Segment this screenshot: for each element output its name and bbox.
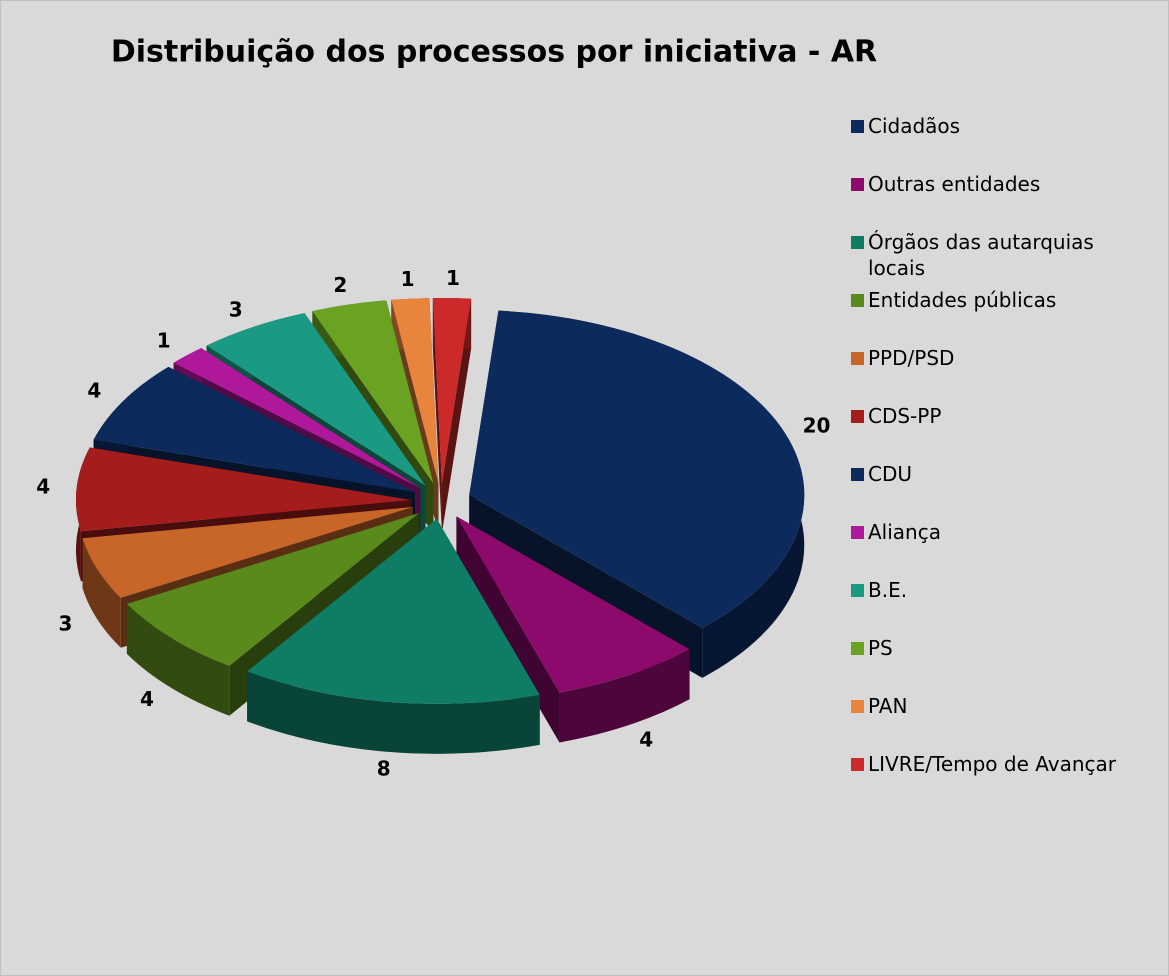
slice xyxy=(456,516,690,693)
slice xyxy=(173,348,421,489)
slice xyxy=(247,518,540,704)
slice xyxy=(247,518,540,754)
slice xyxy=(82,507,413,598)
legend-swatch xyxy=(851,294,864,307)
legend-label: Cidadãos xyxy=(868,114,961,138)
legend-item: PAN xyxy=(851,693,1141,751)
slice xyxy=(126,513,419,666)
legend-swatch xyxy=(851,120,864,133)
legend-item: B.E. xyxy=(851,577,1141,635)
slice xyxy=(432,298,472,484)
legend-item: Entidades públicas xyxy=(851,287,1141,345)
legend-swatch xyxy=(851,526,864,539)
slice xyxy=(469,310,805,628)
legend-swatch xyxy=(851,352,864,365)
legend-label: Aliança xyxy=(868,520,941,544)
legend-label: LIVRE/Tempo de Avançar xyxy=(868,752,1116,776)
data-label: 4 xyxy=(140,687,154,711)
legend-swatch xyxy=(851,758,864,771)
data-label: 1 xyxy=(401,267,415,291)
legend-item: Órgãos das autarquias locais xyxy=(851,229,1141,287)
slice xyxy=(76,447,412,532)
data-label: 4 xyxy=(36,475,50,499)
slice xyxy=(93,366,415,493)
data-label: 3 xyxy=(59,612,73,636)
legend-item: PS xyxy=(851,635,1141,693)
legend-label: CDS-PP xyxy=(868,404,942,428)
legend-label: CDU xyxy=(868,462,913,486)
legend-swatch xyxy=(851,468,864,481)
legend-swatch xyxy=(851,642,864,655)
slice xyxy=(432,298,472,534)
slice-side xyxy=(82,538,121,648)
legend-swatch xyxy=(851,178,864,191)
legend-item: CDU xyxy=(851,461,1141,519)
legend-label: PAN xyxy=(868,694,908,718)
data-label: 2 xyxy=(333,273,347,297)
chart-title: Distribuição dos processos por iniciativ… xyxy=(111,35,877,70)
legend-item: LIVRE/Tempo de Avançar xyxy=(851,751,1141,809)
data-label: 3 xyxy=(229,298,243,322)
slice-side xyxy=(441,298,472,534)
legend-label: PPD/PSD xyxy=(868,346,955,370)
data-label: 4 xyxy=(639,727,653,751)
legend-swatch xyxy=(851,410,864,423)
legend-swatch xyxy=(851,236,864,249)
legend-item: Outras entidades xyxy=(851,171,1141,229)
slice-side xyxy=(559,649,690,743)
data-label: 20 xyxy=(803,413,831,437)
slices xyxy=(76,298,805,754)
slice xyxy=(312,300,434,484)
legend-item: CDS-PP xyxy=(851,403,1141,461)
legend-swatch xyxy=(851,584,864,597)
legend-swatch xyxy=(851,700,864,713)
legend-label: Entidades públicas xyxy=(868,288,1057,312)
data-label: 8 xyxy=(377,757,391,781)
slice xyxy=(206,313,426,486)
legend-item: Cidadãos xyxy=(851,113,1141,171)
legend-item: Aliança xyxy=(851,519,1141,577)
data-label: 1 xyxy=(157,328,171,352)
slice-side xyxy=(432,298,442,534)
legend: Cidadãos Outras entidades Órgãos das autar… xyxy=(851,113,1141,809)
data-label: 4 xyxy=(87,378,101,402)
data-label: 1 xyxy=(446,266,460,290)
legend-label: PS xyxy=(868,636,893,660)
legend-item: PPD/PSD xyxy=(851,345,1141,403)
slice-side xyxy=(247,671,540,754)
slice-side xyxy=(126,603,230,716)
legend-label: B.E. xyxy=(868,578,908,602)
slice xyxy=(391,298,439,484)
legend-label: Outras entidades xyxy=(868,172,1041,196)
legend-label: Órgãos das autarquias locais xyxy=(868,230,1094,280)
